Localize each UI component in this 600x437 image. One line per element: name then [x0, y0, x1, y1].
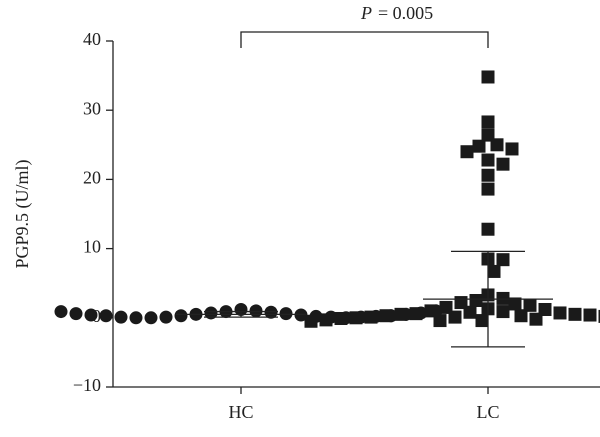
data-point [394, 307, 408, 321]
data-point [463, 305, 477, 319]
x-tick-label: HC [228, 402, 253, 422]
data-point [496, 305, 510, 319]
data-point [514, 309, 528, 323]
significance-bracket [240, 31, 489, 48]
data-point [319, 313, 333, 327]
data-point [496, 291, 510, 305]
data-point [481, 115, 495, 129]
data-point [529, 312, 543, 326]
data-point [469, 294, 483, 307]
data-point [409, 307, 423, 321]
annotation-text: = 0.005 [378, 3, 433, 23]
data-point [553, 306, 567, 320]
data-point [114, 310, 128, 324]
x-tick-label: LC [476, 402, 499, 422]
data-point [54, 305, 68, 319]
data-point [583, 308, 597, 322]
data-point [481, 182, 495, 196]
data-point [364, 310, 378, 324]
data-point [481, 70, 495, 84]
data-point [234, 302, 248, 316]
data-point [249, 304, 263, 318]
y-tick-label: 30 [83, 98, 101, 118]
annotation-symbol: P [360, 3, 372, 23]
y-tick-label: 10 [83, 237, 101, 257]
data-point [159, 310, 173, 324]
data-point [496, 253, 510, 267]
data-point [481, 222, 495, 236]
data-point [472, 139, 486, 153]
data-point [598, 309, 600, 323]
data-point [204, 306, 218, 320]
data-point [490, 138, 504, 152]
data-point [144, 311, 158, 325]
y-tick-label: −10 [73, 375, 101, 395]
data-point [508, 297, 522, 311]
data-point [69, 307, 83, 321]
data-point [475, 314, 489, 328]
data-point [84, 308, 98, 322]
data-point [379, 309, 393, 323]
data-point [496, 157, 510, 171]
y-tick-label: 40 [83, 29, 101, 49]
data-point [129, 311, 143, 325]
data-point [174, 309, 188, 323]
data-point [264, 305, 278, 319]
data-point [505, 142, 519, 156]
data-point [433, 314, 447, 328]
data-point [294, 308, 308, 322]
data-point [279, 307, 293, 321]
data-point [448, 310, 462, 324]
data-point [334, 311, 348, 325]
data-point [487, 264, 501, 278]
data-point [523, 298, 537, 312]
data-point [568, 307, 582, 321]
data-point [460, 145, 474, 159]
data-point [481, 153, 495, 167]
data-point [304, 314, 318, 328]
data-point [481, 168, 495, 182]
y-axis-label: PGP9.5 (U/ml) [12, 159, 33, 268]
data-point [349, 311, 363, 325]
y-tick-label: 20 [83, 168, 101, 188]
data-point [99, 309, 113, 323]
